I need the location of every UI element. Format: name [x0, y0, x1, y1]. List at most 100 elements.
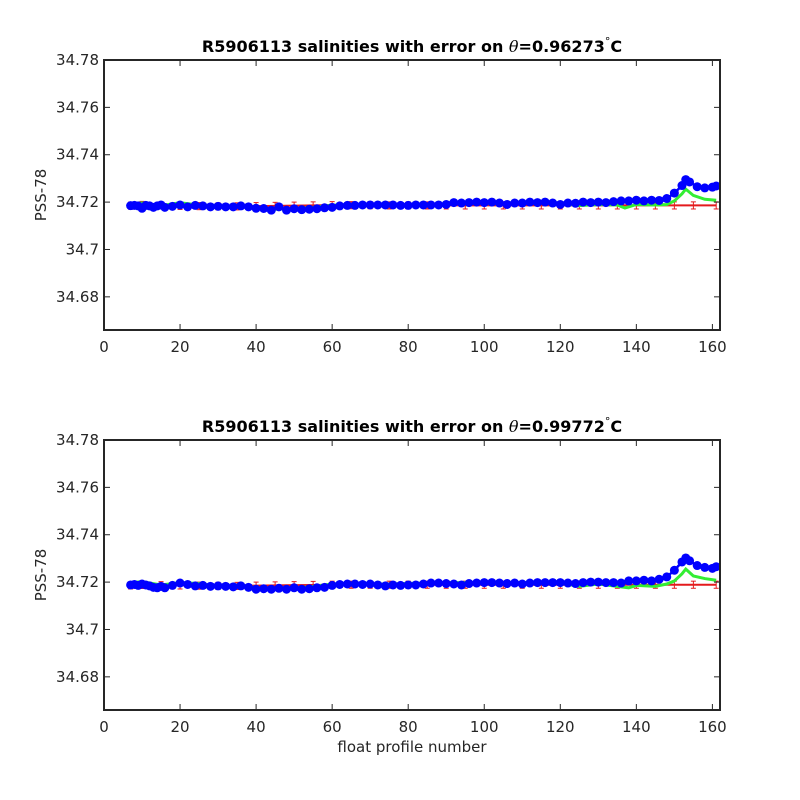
data-point [654, 195, 664, 205]
data-point [532, 578, 542, 588]
chart-title: R5906113 salinities with error on θ=0.96… [202, 35, 622, 56]
data-point [327, 202, 337, 212]
data-point [540, 578, 550, 588]
data-point [700, 183, 710, 193]
y-tick-label: 34.7 [66, 620, 99, 638]
data-point [335, 201, 345, 211]
title-unit: C [610, 37, 622, 56]
x-tick-label: 120 [546, 338, 575, 356]
data-point [388, 200, 398, 210]
data-point [213, 201, 223, 211]
data-point [631, 195, 641, 205]
data-point [297, 205, 307, 215]
data-point [616, 196, 626, 206]
data-point [502, 579, 512, 589]
data-point [228, 202, 238, 212]
data-point [700, 562, 710, 572]
data-point [350, 200, 360, 210]
x-tick-label: 0 [99, 718, 109, 736]
data-point [274, 202, 284, 212]
data-point [175, 578, 185, 588]
data-point [449, 198, 459, 208]
data-point [320, 203, 330, 213]
data-point [434, 578, 444, 588]
data-point [563, 198, 573, 208]
data-point [312, 204, 322, 214]
data-point [593, 197, 603, 207]
data-point [510, 578, 520, 588]
data-point [228, 582, 238, 592]
data-point [548, 578, 558, 588]
x-tick-label: 100 [470, 338, 499, 356]
data-point [418, 579, 428, 589]
data-point [358, 200, 368, 210]
data-point [198, 201, 208, 211]
bottom-panel: 0 20 40 60 80 100 120 140 160 34.68 34.7 34.72 34.74… [32, 415, 727, 756]
title-value: =0.96273 [519, 37, 605, 56]
x-axis-label: float profile number [337, 738, 487, 756]
data-point [221, 581, 231, 591]
data-point [297, 584, 307, 594]
data-point [175, 200, 185, 210]
x-tick-label: 20 [171, 718, 190, 736]
data-point [259, 204, 269, 213]
data-point [236, 201, 246, 211]
data-point [205, 202, 215, 212]
data-point [396, 580, 406, 590]
data-point [487, 578, 497, 588]
y-tick-label: 34.78 [56, 431, 99, 449]
data-point [517, 198, 527, 208]
data-point [685, 556, 695, 566]
data-point [373, 200, 383, 210]
data-point [350, 579, 360, 589]
y-tick-label: 34.74 [56, 146, 99, 164]
plot-area [104, 60, 720, 330]
data-point [183, 579, 193, 589]
data-point [639, 196, 649, 206]
y-tick-label: 34.68 [56, 668, 99, 686]
data-point [624, 576, 634, 586]
data-point [251, 584, 261, 594]
data-point [403, 580, 413, 590]
data-point [160, 202, 170, 212]
data-point [494, 198, 504, 208]
data-point [639, 575, 649, 585]
y-tick-label: 34.76 [56, 478, 99, 496]
data-point [647, 576, 657, 586]
data-point [555, 578, 565, 588]
data-point [380, 581, 390, 591]
data-point [243, 582, 253, 592]
x-tick-label: 60 [323, 338, 342, 356]
data-point [236, 581, 246, 591]
data-point [479, 578, 489, 588]
chart-title: R5906113 salinities with error on θ=0.99… [202, 415, 622, 436]
top-panel: 0 20 40 60 80 100 120 140 160 34.68 34.7 34.72 34.74… [32, 35, 727, 356]
data-point [251, 203, 261, 213]
data-point [190, 581, 200, 591]
data-point [342, 579, 352, 589]
y-tick-label: 34.7 [66, 240, 99, 258]
x-tick-label: 0 [99, 338, 109, 356]
data-point [358, 579, 368, 589]
data-point [426, 578, 436, 588]
data-point [532, 198, 542, 208]
data-point [472, 578, 482, 588]
data-point [601, 578, 611, 588]
data-point [282, 584, 292, 594]
data-point [578, 197, 588, 207]
data-point [274, 583, 284, 593]
data-point [578, 578, 588, 588]
data-point [616, 578, 626, 588]
data-point [190, 200, 200, 210]
x-tick-label: 80 [399, 718, 418, 736]
axes-box [103, 59, 721, 331]
data-point [380, 200, 390, 210]
title-theta: θ [509, 417, 519, 436]
data-point [304, 204, 314, 214]
y-axis-label: PSS-78 [32, 169, 50, 222]
x-tick-label: 20 [171, 338, 190, 356]
data-point [669, 188, 679, 198]
title-prefix: R5906113 salinities with error on [202, 417, 509, 436]
title-degree: ° [605, 35, 611, 48]
